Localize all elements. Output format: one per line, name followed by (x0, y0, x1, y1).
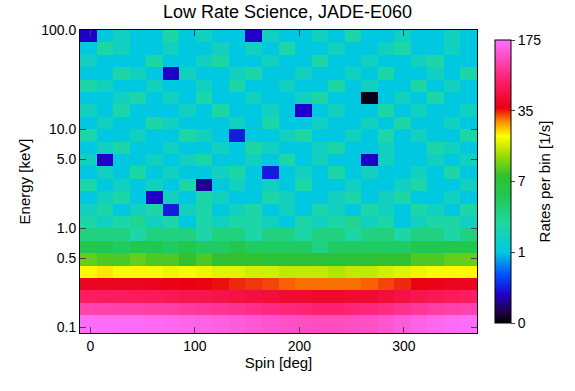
svg-text:0: 0 (518, 315, 526, 331)
svg-text:1.0: 1.0 (57, 220, 77, 236)
svg-text:Rates per bin [1/s]: Rates per bin [1/s] (536, 121, 553, 243)
svg-text:Energy [keV]: Energy [keV] (16, 139, 33, 225)
svg-text:0.1: 0.1 (57, 319, 77, 335)
svg-text:300: 300 (392, 338, 416, 354)
svg-text:10.0: 10.0 (49, 121, 76, 137)
svg-text:100.0: 100.0 (41, 22, 76, 38)
svg-text:175: 175 (518, 32, 542, 48)
svg-text:200: 200 (288, 338, 312, 354)
svg-text:0: 0 (87, 338, 95, 354)
svg-text:100: 100 (183, 338, 207, 354)
svg-text:5.0: 5.0 (57, 151, 77, 167)
svg-text:0.5: 0.5 (57, 250, 77, 266)
svg-text:1: 1 (518, 244, 526, 260)
svg-text:Spin [deg]: Spin [deg] (245, 354, 313, 371)
svg-text:7: 7 (518, 173, 526, 189)
svg-text:35: 35 (518, 103, 534, 119)
svg-text:Low Rate Science, JADE-E060: Low Rate Science, JADE-E060 (163, 2, 412, 22)
